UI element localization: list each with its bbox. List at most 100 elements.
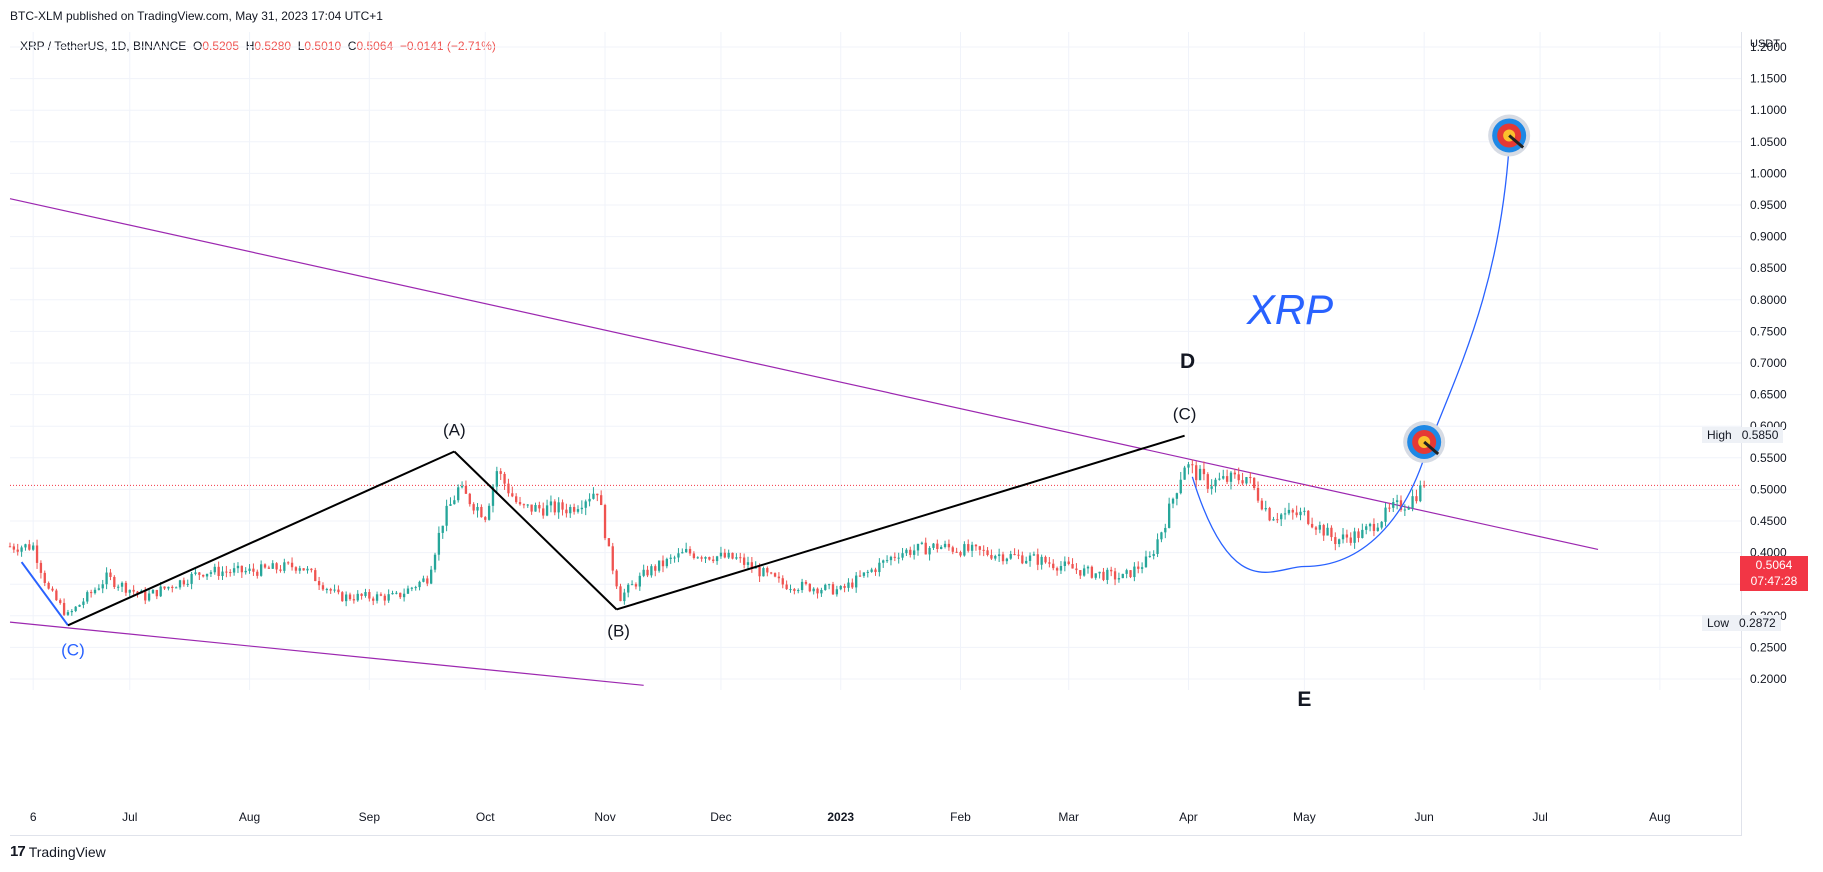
candle-body [1017,554,1020,556]
wave-label-a: (A) [443,420,466,439]
candle-body [1067,561,1070,565]
candle-body [167,586,170,589]
candle-body [186,583,189,585]
tradingview-logo-icon: 17 [10,843,26,860]
wave-label-c1: (C) [61,640,85,659]
candle-body [669,557,672,559]
price-axis-label: 0.5000 [1750,482,1787,496]
candle-body [1144,556,1148,568]
candle-body [105,572,108,585]
candle-body [646,569,649,576]
candle-body [874,569,877,573]
candle-body [1252,477,1256,488]
footer-brand[interactable]: 17 TradingView [10,843,106,860]
candle-body [696,557,699,559]
candle-body [1013,554,1016,556]
candle-body [1388,507,1391,509]
candle-body [1353,531,1356,543]
candle-body [256,571,259,576]
candle-body [198,572,201,575]
candle-body [1237,474,1240,481]
candle-body [545,505,549,516]
candle-body [839,586,842,590]
footer-brand-label: TradingView [28,843,106,860]
candle-body [797,590,800,592]
candle-body [1113,571,1117,580]
candle-body [1028,555,1032,561]
candle-body [661,560,665,567]
target-icon [1403,421,1446,463]
candle-body [1392,502,1395,508]
candle-body [93,589,97,594]
candle-body [225,571,228,573]
price-axis-label: 0.8000 [1750,293,1787,307]
candle-body [1001,554,1005,562]
candle-body [1310,523,1314,528]
candle-body [870,569,873,572]
candle-body [182,580,186,585]
time-axis-label: Nov [594,810,615,824]
candle-body [638,575,641,587]
candle-body [1167,503,1171,528]
candle-body [912,550,916,555]
candle-body [32,545,35,550]
target-icon [1488,114,1531,157]
candle-body [487,505,491,520]
candle-body [1407,507,1410,510]
candle-body [1314,527,1318,530]
wave-segment [616,434,1185,611]
candle-body [1341,534,1345,540]
price-axis-label: 0.7000 [1750,356,1787,370]
candle-body [1338,539,1341,545]
projection-target-curve [1423,144,1510,459]
candle-body [688,548,692,554]
candle-body [252,568,255,572]
candle-body [534,505,537,512]
candle-body [410,587,413,589]
candle-body [8,546,12,548]
candle-body [1380,521,1383,528]
candle-body [889,556,893,561]
candle-body [851,582,854,588]
candle-body [943,543,947,547]
candle-body [847,582,850,588]
symbol-name[interactable]: XRP / TetherUS, 1D, BINANCE [20,39,187,53]
low-value: 0.5010 [304,39,342,53]
candle-body [298,568,301,571]
candle-body [855,575,858,588]
elliott-wave-lines [20,434,1185,627]
candle-body [229,572,232,574]
candle-body [920,542,924,544]
time-axis-label: Mar [1058,810,1079,824]
candle-body [1160,532,1163,540]
candle-body [453,500,456,505]
candle-body [414,587,417,589]
candle-body [978,546,981,550]
candle-body [101,584,104,589]
candle-body [1098,571,1101,574]
candle-body [882,560,885,563]
candle-body [306,568,309,571]
candle-body [1052,563,1055,569]
candle-body [1210,486,1213,489]
candle-body [468,493,471,505]
candle-body [858,575,862,577]
candle-body [217,566,220,576]
candle-body [399,592,402,598]
candle-body [1361,529,1364,538]
candle-body [739,557,742,559]
time-axis-label: Jun [1414,810,1433,824]
candle-body [1140,567,1144,569]
candle-body [1187,464,1190,468]
candle-body [634,584,638,587]
candle-body [1249,477,1252,479]
candle-body [909,549,912,555]
time-axis-label: Feb [950,810,971,824]
candle-body [20,547,23,552]
close-label: C [347,39,357,53]
candle-body [418,581,421,588]
candle-body [766,568,769,573]
candle-body [951,547,954,552]
wave-segment [67,450,455,627]
